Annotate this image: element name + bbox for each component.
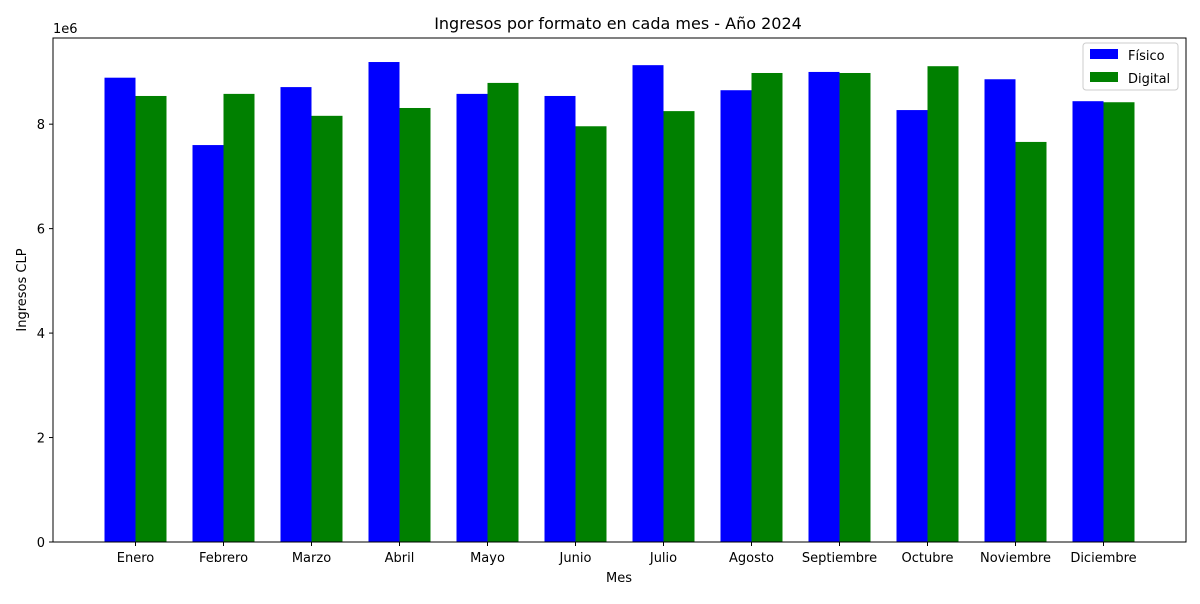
bar-digital-julio	[663, 111, 695, 542]
x-tick-label-agosto: Agosto	[729, 551, 774, 566]
bar-digital-septiembre	[839, 72, 871, 543]
bar-fisico-octubre	[896, 110, 928, 542]
bar-digital-mayo	[487, 82, 519, 542]
legend-swatch-fisico	[1090, 49, 1118, 59]
legend-label-digital: Digital	[1128, 72, 1170, 87]
x-tick-label-septiembre: Septiembre	[802, 551, 877, 566]
bar-fisico-marzo	[280, 87, 312, 542]
bar-fisico-enero	[104, 77, 136, 542]
bar-digital-diciembre	[1103, 102, 1135, 542]
y-tick-label-2: 4	[37, 327, 45, 342]
y-tick-label-4: 8	[37, 118, 45, 133]
x-tick-label-diciembre: Diciembre	[1070, 551, 1136, 566]
bar-fisico-noviembre	[984, 79, 1016, 542]
legend: Físico Digital	[1082, 42, 1179, 91]
bar-fisico-julio	[632, 65, 664, 543]
y-tick-label-0: 0	[37, 536, 45, 551]
bar-fisico-mayo	[456, 93, 488, 542]
legend-label-fisico: Físico	[1128, 49, 1165, 64]
x-tick-label-octubre: Octubre	[901, 551, 953, 566]
bar-digital-marzo	[311, 115, 343, 542]
chart-title: Ingresos por formato en cada mes - Año 2…	[434, 14, 802, 33]
bar-digital-enero	[135, 95, 167, 543]
bar-fisico-septiembre	[808, 71, 840, 543]
y-axis-offset-label: 1e6	[53, 22, 78, 37]
x-tick-label-enero: Enero	[117, 551, 155, 566]
bars-layer	[104, 62, 1135, 543]
bar-fisico-abril	[368, 62, 400, 542]
bar-digital-febrero	[223, 93, 255, 542]
x-tick-label-febrero: Febrero	[199, 551, 248, 566]
legend-swatch-digital	[1090, 72, 1118, 82]
y-tick-label-1: 2	[37, 432, 45, 447]
x-tick-label-abril: Abril	[385, 551, 415, 566]
bar-digital-junio	[575, 126, 607, 542]
x-tick-label-marzo: Marzo	[292, 551, 331, 566]
bar-digital-abril	[399, 107, 431, 543]
ticks-layer: Enero Febrero Marzo Abril Mayo Junio Julio Agos…	[37, 118, 1137, 566]
x-tick-label-noviembre: Noviembre	[980, 551, 1051, 566]
bar-digital-agosto	[751, 72, 783, 543]
y-axis-label: Ingresos CLP	[15, 248, 30, 331]
bar-digital-octubre	[927, 66, 959, 542]
x-axis-label: Mes	[606, 571, 632, 586]
y-tick-label-3: 6	[37, 223, 45, 238]
x-tick-label-junio: Junio	[559, 551, 592, 566]
bar-fisico-febrero	[192, 145, 224, 542]
x-tick-label-julio: Julio	[649, 551, 677, 566]
bar-fisico-agosto	[720, 90, 752, 543]
bar-fisico-junio	[544, 95, 576, 543]
plot-frame	[52, 37, 1187, 543]
bar-fisico-diciembre	[1072, 101, 1104, 542]
bar-digital-noviembre	[1015, 141, 1047, 542]
x-tick-label-mayo: Mayo	[470, 551, 505, 566]
